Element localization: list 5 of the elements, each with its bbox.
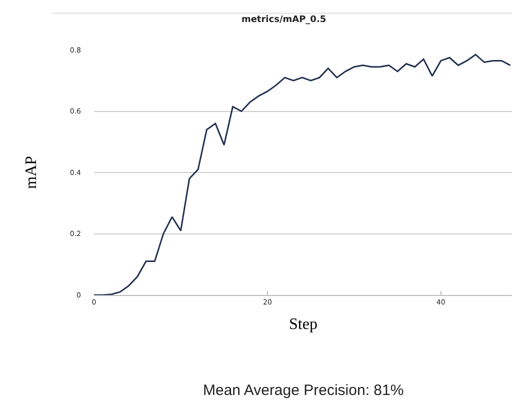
chart-title: metrics/mAP_0.5 bbox=[241, 14, 326, 25]
text: Mean Average Precision: 81% bbox=[203, 382, 404, 399]
y-axis-title: mAP bbox=[22, 156, 40, 189]
x-axis-title: Step bbox=[289, 316, 318, 333]
line-series bbox=[94, 54, 512, 295]
